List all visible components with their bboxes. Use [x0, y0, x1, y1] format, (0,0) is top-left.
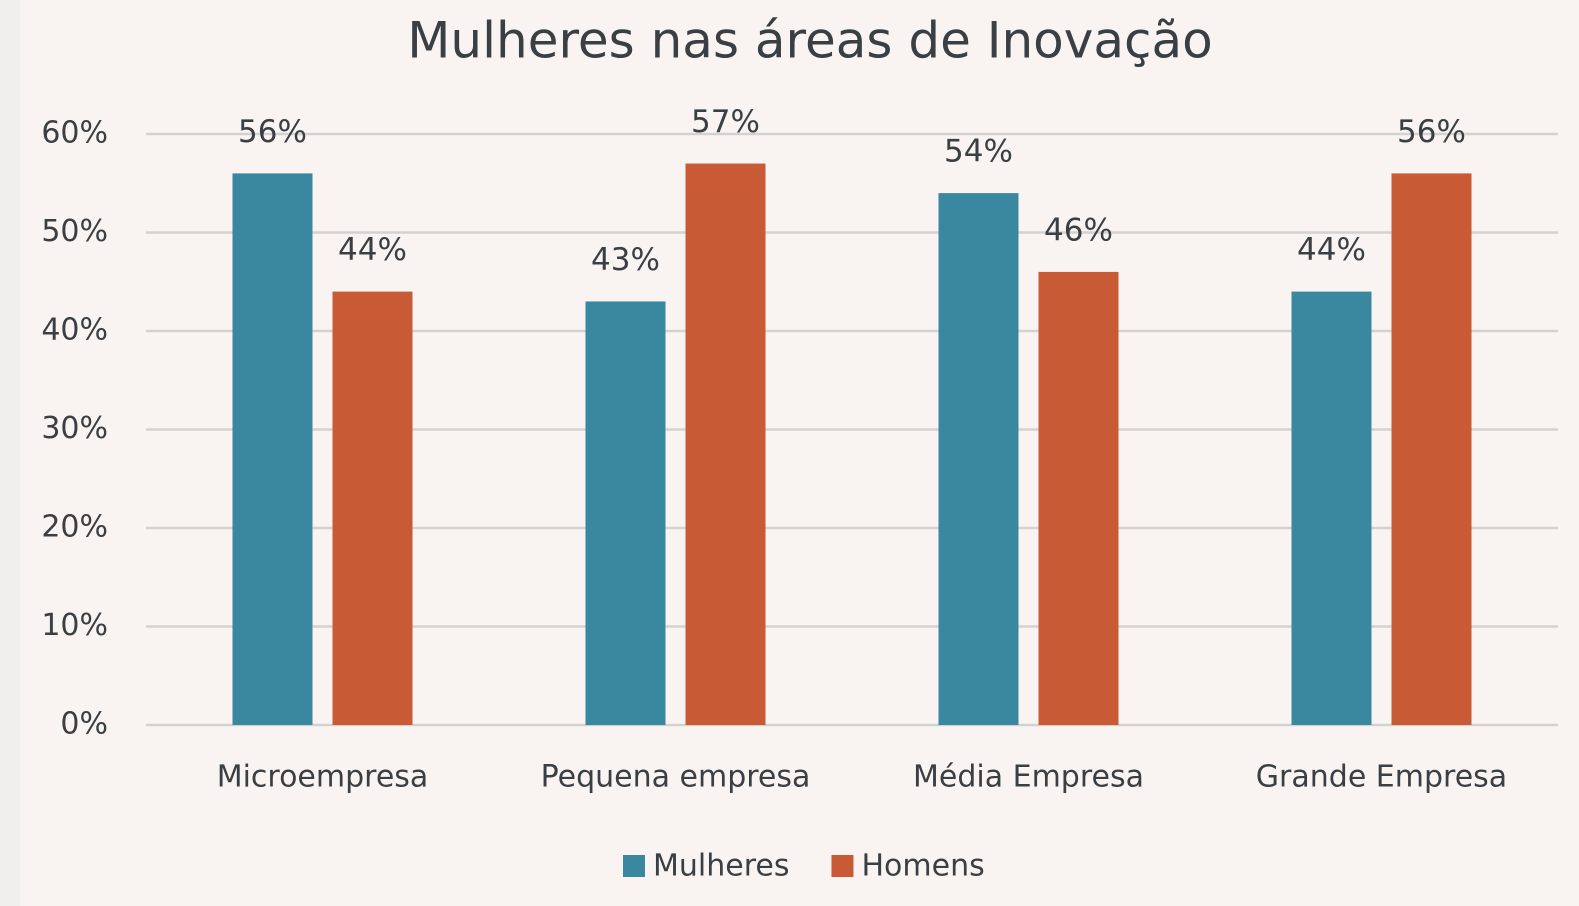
chart-title: Mulheres nas áreas de Inovação: [407, 12, 1212, 70]
bar: [1391, 173, 1472, 725]
y-tick-label: 0%: [60, 707, 108, 742]
data-label: 54%: [944, 134, 1013, 170]
x-tick-label: Microempresa: [217, 760, 429, 795]
side-strip: [0, 0, 20, 906]
y-tick-label: 10%: [41, 608, 108, 643]
data-label: 57%: [691, 104, 760, 140]
bar: [585, 301, 666, 725]
bar: [232, 173, 313, 725]
y-tick-label: 50%: [41, 214, 108, 249]
y-tick-label: 20%: [41, 510, 108, 545]
legend-swatch: [623, 855, 645, 877]
bar: [1291, 291, 1372, 725]
data-label: 43%: [591, 242, 660, 278]
data-label: 46%: [1044, 212, 1113, 248]
legend-swatch: [831, 855, 854, 877]
legend-label: Homens: [861, 849, 984, 884]
y-tick-label: 30%: [41, 411, 108, 446]
data-label: 56%: [238, 114, 307, 150]
x-tick-label: Média Empresa: [913, 760, 1144, 795]
bar: [332, 291, 413, 725]
bar: [685, 163, 766, 726]
data-label: 44%: [1297, 232, 1366, 268]
x-tick-label: Grande Empresa: [1256, 760, 1507, 795]
data-label: 56%: [1397, 114, 1466, 150]
bar: [938, 193, 1019, 726]
bar: [1038, 271, 1119, 725]
data-label: 44%: [338, 232, 407, 268]
y-tick-label: 60%: [41, 116, 108, 151]
x-tick-label: Pequena empresa: [541, 760, 811, 795]
y-tick-label: 40%: [41, 313, 108, 348]
legend-label: Mulheres: [653, 849, 789, 884]
